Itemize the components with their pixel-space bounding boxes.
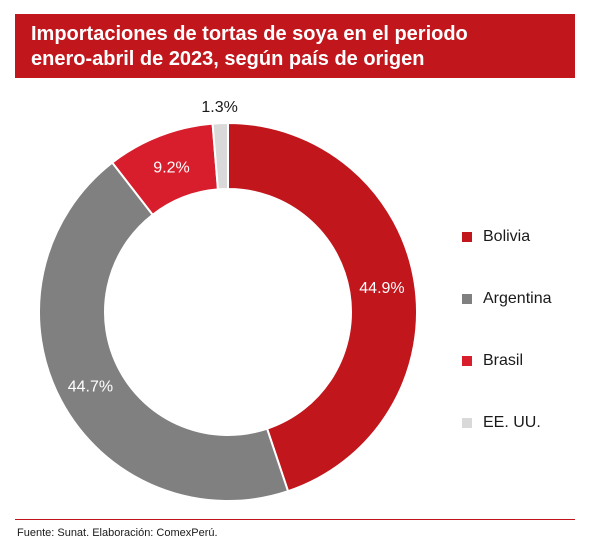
legend-swatch-bolivia xyxy=(462,232,472,242)
legend-label-ee-uu: EE. UU. xyxy=(483,414,541,431)
data-label-brasil: 9.2% xyxy=(153,160,189,177)
legend-swatch-brasil xyxy=(462,356,472,366)
footer-divider xyxy=(15,519,575,520)
slice-argentina xyxy=(38,161,290,502)
data-label-bolivia: 44.9% xyxy=(359,280,404,297)
chart-legend: Bolivia Argentina Brasil EE. UU. xyxy=(462,206,552,454)
slice-bolivia xyxy=(227,121,418,493)
chart-title-line-1: Importaciones de tortas de soya en el pe… xyxy=(31,23,468,45)
legend-item-ee-uu: EE. UU. xyxy=(462,392,552,454)
slice-ee-uu xyxy=(211,121,229,191)
legend-label-brasil: Brasil xyxy=(483,352,524,369)
legend-label-argentina: Argentina xyxy=(483,290,552,307)
legend-swatch-ee-uu xyxy=(462,418,472,428)
legend-item-argentina: Argentina xyxy=(462,268,552,330)
chart-title-line-2: enero-abril de 2023, según país de orige… xyxy=(31,48,425,70)
source-note: Fuente: Sunat. Elaboración: ComexPerú. xyxy=(17,527,218,539)
data-label-argentina: 44.7% xyxy=(68,379,113,396)
legend-item-bolivia: Bolivia xyxy=(462,206,552,268)
legend-item-brasil: Brasil xyxy=(462,330,552,392)
data-label-ee-uu: 1.3% xyxy=(201,99,237,116)
chart-title-bar: Importaciones de tortas de soya en el pe… xyxy=(15,14,575,78)
legend-label-bolivia: Bolivia xyxy=(483,228,531,245)
legend-swatch-argentina xyxy=(462,294,472,304)
